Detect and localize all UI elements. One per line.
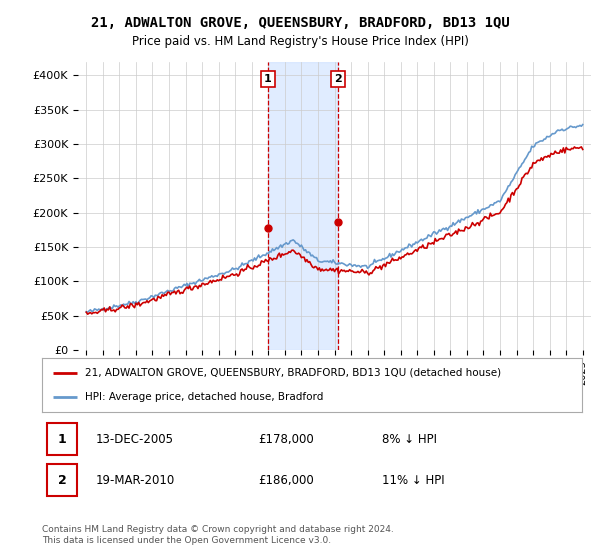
- Text: £186,000: £186,000: [258, 474, 314, 487]
- Text: 13-DEC-2005: 13-DEC-2005: [96, 433, 174, 446]
- Text: 21, ADWALTON GROVE, QUEENSBURY, BRADFORD, BD13 1QU: 21, ADWALTON GROVE, QUEENSBURY, BRADFORD…: [91, 16, 509, 30]
- Bar: [268, 62, 338, 350]
- Text: Price paid vs. HM Land Registry's House Price Index (HPI): Price paid vs. HM Land Registry's House …: [131, 35, 469, 48]
- Text: Contains HM Land Registry data © Crown copyright and database right 2024.
This d: Contains HM Land Registry data © Crown c…: [42, 525, 394, 545]
- Text: 8% ↓ HPI: 8% ↓ HPI: [382, 433, 437, 446]
- Text: 1: 1: [58, 433, 67, 446]
- Text: 1: 1: [264, 74, 272, 84]
- Text: 21, ADWALTON GROVE, QUEENSBURY, BRADFORD, BD13 1QU (detached house): 21, ADWALTON GROVE, QUEENSBURY, BRADFORD…: [85, 368, 502, 378]
- Text: 19-MAR-2010: 19-MAR-2010: [96, 474, 175, 487]
- Text: 11% ↓ HPI: 11% ↓ HPI: [382, 474, 445, 487]
- Text: HPI: Average price, detached house, Bradford: HPI: Average price, detached house, Brad…: [85, 392, 323, 402]
- Bar: [47, 464, 77, 496]
- Text: 2: 2: [334, 74, 342, 84]
- Text: 2: 2: [58, 474, 67, 487]
- Bar: [47, 423, 77, 455]
- Text: £178,000: £178,000: [258, 433, 314, 446]
